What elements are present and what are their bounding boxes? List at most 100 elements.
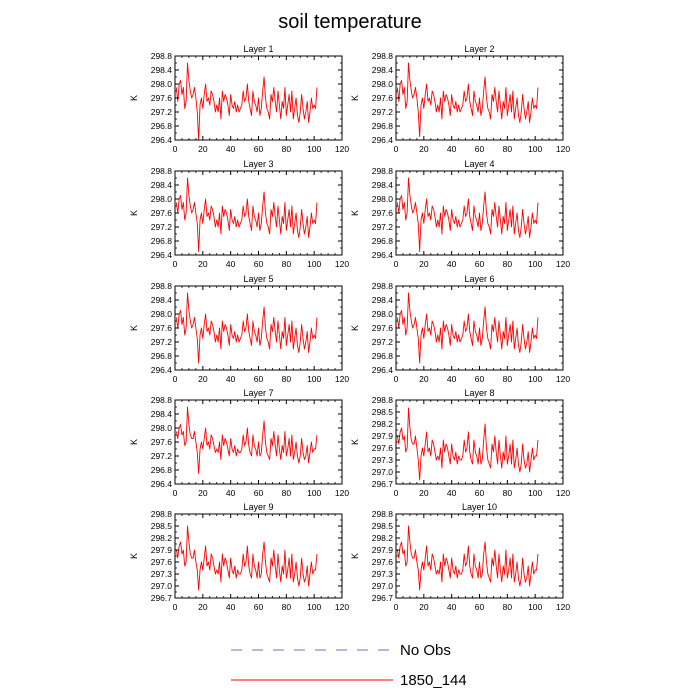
y-tick-label: 296.4 (151, 250, 173, 260)
y-axis-label: K (129, 210, 139, 216)
y-tick-label: 297.2 (151, 222, 173, 232)
y-axis-label: K (350, 210, 360, 216)
y-tick-label: 298.0 (372, 309, 394, 319)
x-tick-label: 60 (475, 488, 485, 498)
legend-label-1850-144: 1850_144 (400, 672, 467, 689)
y-tick-label: 297.2 (151, 451, 173, 461)
y-tick-label: 297.2 (372, 107, 394, 117)
y-tick-label: 297.3 (372, 455, 394, 465)
x-tick-label: 120 (335, 374, 349, 384)
y-tick-label: 297.6 (372, 323, 394, 333)
y-tick-label: 297.9 (372, 545, 394, 555)
x-tick-label: 40 (226, 602, 236, 612)
series-line-1850-144 (175, 406, 318, 474)
series-line-1850-144 (396, 62, 539, 137)
panel-title: Layer 3 (243, 159, 273, 169)
y-tick-label: 298.0 (372, 79, 394, 89)
y-tick-label: 298.0 (372, 194, 394, 204)
x-tick-label: 120 (556, 374, 570, 384)
x-tick-label: 0 (173, 602, 178, 612)
y-tick-label: 298.8 (151, 281, 173, 291)
series-line-1850-144 (175, 177, 318, 252)
y-tick-label: 298.2 (372, 419, 394, 429)
panel-layer-5: Layer 5 0 20 40 60 80 100 120 296.4 296.8 297.2 297… (129, 274, 349, 384)
x-tick-label: 20 (198, 144, 208, 154)
y-tick-label: 297.6 (372, 443, 394, 453)
panel-title: Layer 2 (464, 44, 494, 54)
x-tick-label: 80 (282, 602, 292, 612)
y-tick-label: 296.4 (372, 135, 394, 145)
x-tick-label: 0 (173, 144, 178, 154)
y-axis-label: K (129, 95, 139, 101)
y-tick-label: 297.2 (151, 337, 173, 347)
x-tick-label: 40 (447, 488, 457, 498)
figure-title: soil temperature (278, 11, 421, 33)
x-tick-label: 20 (198, 488, 208, 498)
x-tick-label: 60 (475, 374, 485, 384)
x-tick-label: 40 (447, 144, 457, 154)
x-tick-label: 0 (173, 259, 178, 269)
x-tick-label: 100 (528, 602, 542, 612)
panel-layer-1: Layer 1 0 20 40 60 80 100 120 296.4 296.8 297.2 297… (129, 44, 349, 154)
y-tick-label: 297.6 (151, 93, 173, 103)
y-tick-label: 296.7 (151, 593, 173, 603)
x-tick-label: 40 (447, 374, 457, 384)
y-tick-label: 297.6 (372, 93, 394, 103)
panel-title: Layer 6 (464, 274, 494, 284)
y-tick-label: 298.0 (151, 309, 173, 319)
y-tick-label: 298.8 (372, 51, 394, 61)
x-tick-label: 100 (307, 259, 321, 269)
x-tick-label: 80 (503, 602, 513, 612)
y-tick-label: 297.6 (372, 208, 394, 218)
y-axis-label: K (129, 553, 139, 559)
y-tick-label: 298.2 (151, 533, 173, 543)
panel-layer-8: Layer 8 0 20 40 60 80 100 120 296.7 297.0 297.3 297… (350, 388, 570, 498)
series-line-1850-144 (396, 407, 539, 481)
y-tick-label: 297.0 (372, 467, 394, 477)
x-tick-label: 80 (503, 374, 513, 384)
y-tick-label: 297.0 (151, 581, 173, 591)
y-axis-label: K (350, 553, 360, 559)
x-tick-label: 40 (447, 602, 457, 612)
y-tick-label: 298.8 (372, 509, 394, 519)
y-tick-label: 298.4 (151, 295, 173, 305)
x-tick-label: 40 (226, 259, 236, 269)
legend-label-no-obs: No Obs (400, 642, 451, 659)
y-tick-label: 296.4 (151, 365, 173, 375)
x-tick-label: 40 (226, 488, 236, 498)
panel-title: Layer 10 (462, 502, 497, 512)
panel-title: Layer 9 (243, 502, 273, 512)
x-tick-label: 100 (528, 374, 542, 384)
x-tick-label: 80 (282, 144, 292, 154)
y-tick-label: 297.6 (372, 557, 394, 567)
x-tick-label: 120 (335, 602, 349, 612)
panel-layer-6: Layer 6 0 20 40 60 80 100 120 296.4 296.8 297.2 297… (350, 274, 570, 384)
x-tick-label: 120 (335, 488, 349, 498)
legend: No Obs 1850_144 (231, 642, 467, 689)
y-tick-label: 296.7 (372, 479, 394, 489)
x-tick-label: 60 (475, 602, 485, 612)
x-tick-label: 20 (419, 259, 429, 269)
y-tick-label: 298.0 (151, 79, 173, 89)
x-tick-label: 0 (173, 488, 178, 498)
x-tick-label: 120 (556, 259, 570, 269)
y-tick-label: 296.4 (372, 365, 394, 375)
y-axis-label: K (350, 95, 360, 101)
panel-title: Layer 7 (243, 388, 273, 398)
y-tick-label: 296.8 (151, 121, 173, 131)
y-tick-label: 298.0 (151, 194, 173, 204)
x-tick-label: 20 (419, 144, 429, 154)
x-tick-label: 0 (394, 488, 399, 498)
x-tick-label: 80 (503, 259, 513, 269)
x-tick-label: 0 (394, 602, 399, 612)
y-tick-label: 298.4 (372, 180, 394, 190)
x-tick-label: 40 (226, 144, 236, 154)
x-tick-label: 60 (254, 488, 264, 498)
x-tick-label: 100 (528, 488, 542, 498)
x-tick-label: 0 (173, 374, 178, 384)
y-tick-label: 297.6 (151, 437, 173, 447)
x-tick-label: 40 (447, 259, 457, 269)
x-tick-label: 80 (503, 144, 513, 154)
x-tick-label: 120 (335, 259, 349, 269)
